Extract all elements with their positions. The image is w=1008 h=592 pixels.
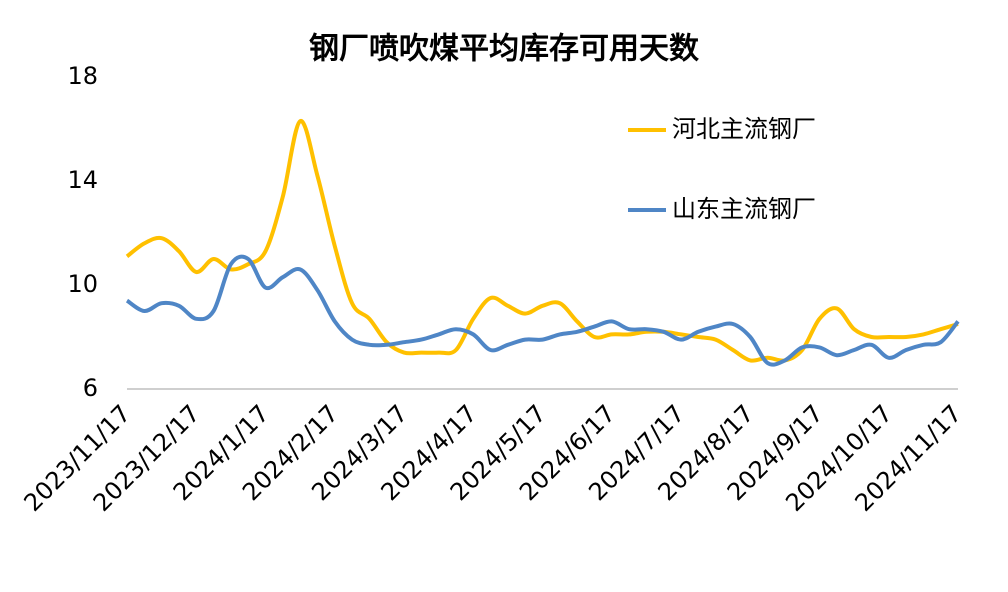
y-tick-label: 10 bbox=[67, 270, 98, 298]
chart-title: 钢厂喷吹煤平均库存可用天数 bbox=[309, 32, 700, 67]
y-tick-label: 18 bbox=[67, 62, 98, 90]
legend-label: 山东主流钢厂 bbox=[672, 195, 816, 223]
legend-label: 河北主流钢厂 bbox=[672, 115, 816, 143]
y-tick-label: 6 bbox=[83, 374, 98, 402]
y-tick-label: 14 bbox=[67, 166, 98, 194]
line-series bbox=[125, 119, 959, 363]
line-series bbox=[125, 254, 960, 367]
